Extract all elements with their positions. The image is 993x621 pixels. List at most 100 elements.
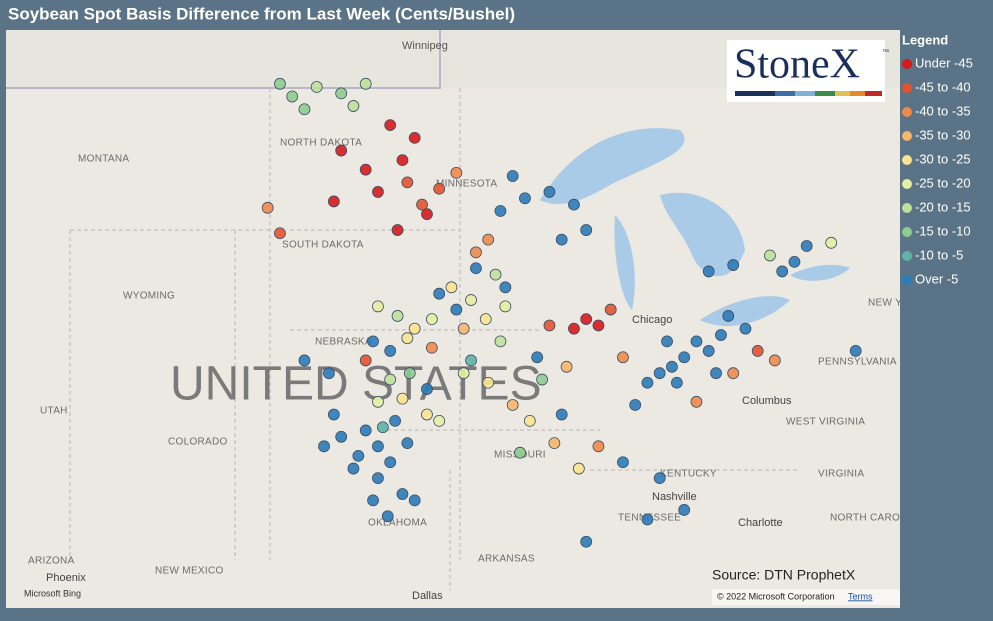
station-dot[interactable] <box>381 510 394 523</box>
station-dot[interactable] <box>641 513 654 526</box>
station-dot[interactable] <box>389 414 402 427</box>
station-dot[interactable] <box>372 440 384 453</box>
station-dot[interactable] <box>617 456 629 469</box>
station-dot[interactable] <box>359 354 372 367</box>
station-dot[interactable] <box>604 303 617 316</box>
station-dot[interactable] <box>310 81 323 93</box>
station-dot[interactable] <box>592 440 605 453</box>
station-dot[interactable] <box>323 367 335 380</box>
station-dot[interactable] <box>678 351 691 364</box>
station-dot[interactable] <box>702 265 715 278</box>
station-dot[interactable] <box>396 154 409 167</box>
station-dot[interactable] <box>457 367 470 380</box>
station-dot[interactable] <box>560 360 573 373</box>
station-dot[interactable] <box>408 322 421 335</box>
station-dot[interactable] <box>543 319 556 332</box>
station-dot[interactable] <box>568 198 580 211</box>
station-dot[interactable] <box>421 408 433 421</box>
station-dot[interactable] <box>335 87 348 100</box>
station-dot[interactable] <box>739 322 752 335</box>
station-dot[interactable] <box>690 395 703 408</box>
station-dot[interactable] <box>572 462 585 475</box>
station-dot[interactable] <box>286 90 299 103</box>
station-dot[interactable] <box>433 182 446 195</box>
station-dot[interactable] <box>384 345 397 357</box>
station-dot[interactable] <box>678 504 691 516</box>
station-dot[interactable] <box>408 494 421 507</box>
station-dot[interactable] <box>531 351 544 364</box>
station-dot[interactable] <box>494 205 507 217</box>
station-dot[interactable] <box>376 421 389 434</box>
station-dot[interactable] <box>776 265 789 278</box>
station-dot[interactable] <box>499 281 512 294</box>
station-dot[interactable] <box>617 351 629 364</box>
station-dot[interactable] <box>408 131 421 144</box>
station-dot[interactable] <box>359 77 372 90</box>
station-dot[interactable] <box>318 440 330 453</box>
station-dot[interactable] <box>450 303 463 316</box>
station-dot[interactable] <box>425 313 438 326</box>
station-dot[interactable] <box>800 240 813 252</box>
station-dot[interactable] <box>352 449 365 462</box>
station-dot[interactable] <box>494 335 507 348</box>
station-dot[interactable] <box>519 192 531 205</box>
station-dot[interactable] <box>653 472 666 485</box>
station-dot[interactable] <box>261 201 274 214</box>
station-dot[interactable] <box>482 233 495 246</box>
station-dot[interactable] <box>482 376 495 389</box>
station-dot[interactable] <box>401 437 414 450</box>
station-dot[interactable] <box>445 281 458 294</box>
station-dot[interactable] <box>523 414 536 427</box>
station-dot[interactable] <box>347 462 360 475</box>
station-dot[interactable] <box>384 456 397 469</box>
station-dot[interactable] <box>274 227 286 240</box>
station-dot[interactable] <box>666 360 678 373</box>
station-dot[interactable] <box>825 236 838 249</box>
station-dot[interactable] <box>401 332 414 345</box>
station-dot[interactable] <box>465 294 477 306</box>
station-dot[interactable] <box>580 224 593 236</box>
station-dot[interactable] <box>391 224 404 236</box>
station-dot[interactable] <box>768 354 781 367</box>
station-dot[interactable] <box>298 103 311 116</box>
station-dot[interactable] <box>548 437 561 450</box>
station-dot[interactable] <box>384 373 397 386</box>
station-dot[interactable] <box>359 424 372 437</box>
station-dot[interactable] <box>661 335 673 348</box>
station-dot[interactable] <box>335 430 348 443</box>
station-dot[interactable] <box>555 233 568 246</box>
station-dot[interactable] <box>465 354 477 367</box>
station-dot[interactable] <box>403 367 416 380</box>
station-dot[interactable] <box>367 335 379 348</box>
station-dot[interactable] <box>670 376 683 389</box>
station-dot[interactable] <box>416 198 428 211</box>
station-dot[interactable] <box>479 313 492 326</box>
station-dot[interactable] <box>849 345 862 357</box>
station-dot[interactable] <box>298 354 311 367</box>
station-dot[interactable] <box>727 259 740 271</box>
station-dot[interactable] <box>347 100 360 112</box>
station-dot[interactable] <box>433 414 446 427</box>
station-dot[interactable] <box>641 376 654 389</box>
station-dot[interactable] <box>764 249 776 262</box>
station-dot[interactable] <box>274 77 286 90</box>
station-dot[interactable] <box>359 163 372 176</box>
station-dot[interactable] <box>715 329 727 341</box>
station-dot[interactable] <box>421 208 433 221</box>
station-dot[interactable] <box>425 341 438 354</box>
station-dot[interactable] <box>580 313 593 326</box>
station-dot[interactable] <box>367 494 379 507</box>
station-dot[interactable] <box>751 345 764 357</box>
station-dot[interactable] <box>470 262 482 275</box>
station-dot[interactable] <box>470 246 482 259</box>
station-dot[interactable] <box>536 373 548 386</box>
station-dot[interactable] <box>710 367 722 380</box>
station-dot[interactable] <box>433 287 446 300</box>
station-dot[interactable] <box>506 170 519 182</box>
station-dot[interactable] <box>788 255 801 268</box>
station-dot[interactable] <box>722 310 735 322</box>
station-dot[interactable] <box>391 310 404 322</box>
station-dot[interactable] <box>506 399 519 411</box>
station-dot[interactable] <box>489 268 502 281</box>
station-dot[interactable] <box>335 144 348 157</box>
